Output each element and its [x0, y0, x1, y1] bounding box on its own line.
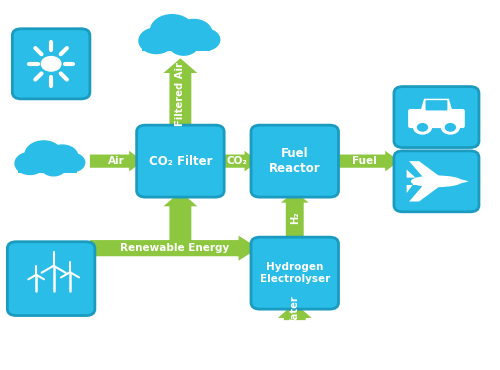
Polygon shape: [460, 179, 469, 184]
Text: Air: Air: [108, 156, 125, 166]
Bar: [18, 159, 76, 173]
Text: Water: Water: [290, 295, 300, 329]
FancyBboxPatch shape: [426, 100, 448, 111]
Bar: [142, 36, 210, 51]
Polygon shape: [409, 161, 442, 202]
Circle shape: [191, 29, 220, 50]
Circle shape: [60, 153, 84, 172]
Polygon shape: [420, 99, 452, 111]
Polygon shape: [164, 192, 198, 248]
Circle shape: [446, 124, 456, 131]
Text: Fuel
Reactor: Fuel Reactor: [269, 147, 320, 175]
Circle shape: [170, 34, 198, 55]
Circle shape: [47, 145, 78, 168]
Polygon shape: [278, 303, 312, 320]
FancyBboxPatch shape: [394, 151, 479, 212]
Polygon shape: [406, 178, 416, 193]
Polygon shape: [164, 58, 198, 131]
Text: Renewable Energy: Renewable Energy: [120, 243, 229, 253]
Polygon shape: [90, 151, 143, 171]
Polygon shape: [330, 151, 399, 171]
Polygon shape: [216, 151, 258, 171]
Text: CO₂: CO₂: [227, 156, 248, 166]
Text: H₂: H₂: [290, 211, 300, 223]
Text: Filtered Air: Filtered Air: [176, 63, 186, 127]
Text: Hydrogen
Electrolyser: Hydrogen Electrolyser: [260, 262, 330, 284]
FancyBboxPatch shape: [12, 29, 90, 99]
FancyBboxPatch shape: [251, 237, 338, 309]
Circle shape: [414, 121, 432, 134]
FancyBboxPatch shape: [251, 125, 338, 197]
Circle shape: [25, 141, 62, 168]
Text: CO₂ Filter: CO₂ Filter: [148, 155, 212, 168]
Text: Fuel: Fuel: [352, 156, 377, 166]
Circle shape: [418, 124, 428, 131]
Polygon shape: [90, 236, 258, 260]
Polygon shape: [281, 192, 308, 243]
FancyBboxPatch shape: [136, 125, 224, 197]
FancyBboxPatch shape: [8, 242, 95, 316]
Circle shape: [42, 57, 61, 71]
Circle shape: [15, 152, 45, 174]
Ellipse shape: [412, 176, 462, 186]
Polygon shape: [406, 169, 416, 178]
Circle shape: [176, 20, 212, 46]
Circle shape: [442, 121, 460, 134]
Circle shape: [139, 28, 173, 54]
FancyBboxPatch shape: [408, 109, 465, 128]
Circle shape: [41, 158, 66, 176]
Circle shape: [150, 15, 194, 47]
FancyBboxPatch shape: [394, 87, 479, 148]
